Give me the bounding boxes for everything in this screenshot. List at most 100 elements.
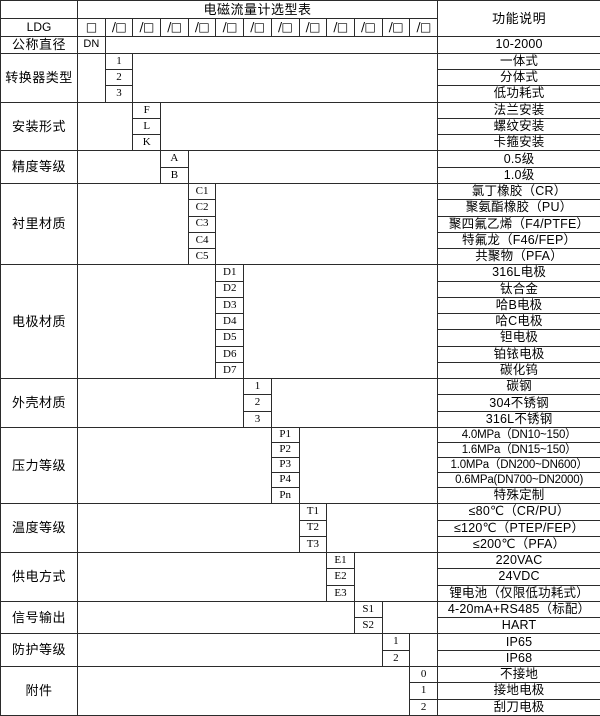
- code-cell-5-4[interactable]: C5: [187, 248, 217, 266]
- code-box-1[interactable]: /□: [104, 18, 134, 37]
- code-cell-3-1[interactable]: L: [132, 117, 162, 136]
- description-cell-11-0: 4-20mA+RS485（标配）: [437, 600, 600, 619]
- code-cell-10-1[interactable]: E2: [326, 568, 355, 586]
- code-cell-9-2[interactable]: T3: [298, 535, 328, 554]
- code-cell-5-3[interactable]: C4: [187, 231, 217, 250]
- code-cell-6-3[interactable]: D4: [215, 313, 245, 331]
- table-row: D3 哈B电极: [1, 296, 600, 315]
- row-group-label-1: 转换器类型: [0, 52, 78, 103]
- code-box-7[interactable]: /□: [270, 18, 300, 37]
- row-group-label-4: 衬里材质: [0, 182, 78, 266]
- description-cell-6-6: 碳化钨: [437, 361, 600, 380]
- code-cell-6-0[interactable]: D1: [215, 264, 245, 282]
- code-cell-13-1[interactable]: 1: [409, 682, 439, 700]
- description-cell-13-1: 接地电极: [437, 682, 600, 700]
- table-row: C5 共聚物（PFA）: [1, 248, 600, 266]
- code-cell-10-2[interactable]: E3: [326, 584, 355, 602]
- code-box-10[interactable]: /□: [353, 18, 383, 37]
- table-row: D5 钽电极: [1, 329, 600, 347]
- code-cell-9-1[interactable]: T2: [298, 519, 328, 537]
- table-row: 转换器类型 1 一体式: [0, 52, 600, 103]
- code-cell-13-0[interactable]: 0: [409, 666, 439, 684]
- code-cell-13-2[interactable]: 2: [409, 698, 439, 716]
- code-cell-9-0[interactable]: T1: [298, 503, 328, 521]
- code-cell-5-1[interactable]: C2: [187, 199, 217, 217]
- right-filler-5: [243, 264, 439, 380]
- table-row: 3 316L不锈钢: [1, 410, 600, 428]
- code-box-4[interactable]: /□: [187, 18, 217, 37]
- code-box-5[interactable]: /□: [215, 18, 245, 37]
- code-cell-8-0[interactable]: P1: [270, 426, 300, 444]
- table-row: 电极材质 D1 316L电极: [0, 264, 600, 380]
- code-cell-3-2[interactable]: K: [132, 134, 162, 152]
- description-cell-9-2: ≤200℃（PFA）: [437, 535, 600, 554]
- code-box-11[interactable]: /□: [381, 18, 411, 37]
- code-cell-5-0[interactable]: C1: [187, 182, 217, 201]
- code-cell-7-2[interactable]: 3: [243, 410, 272, 428]
- code-cell-2-2[interactable]: 3: [104, 85, 134, 103]
- description-cell-3-0: 法兰安装: [437, 101, 600, 119]
- description-cell-5-1: 聚氨酯橡胶（PU）: [437, 199, 600, 217]
- code-cell-2-0[interactable]: 1: [104, 52, 134, 71]
- code-box-8[interactable]: /□: [298, 18, 328, 37]
- right-filler-3: [187, 150, 439, 184]
- code-cell-10-0[interactable]: E1: [326, 552, 355, 570]
- description-cell-6-2: 哈B电极: [437, 296, 600, 315]
- code-cell-6-1[interactable]: D2: [215, 280, 245, 298]
- code-cell-12-0[interactable]: 1: [381, 633, 411, 651]
- table-row: 温度等级 T1 ≤80℃（CR/PU）: [0, 503, 600, 554]
- code-cell-6-2[interactable]: D3: [215, 296, 245, 315]
- description-cell-7-2: 316L不锈钢: [437, 410, 600, 428]
- code-cell-8-3[interactable]: P4: [270, 472, 300, 489]
- code-cell-1-0[interactable]: DN: [77, 36, 106, 54]
- table-row: 安装形式 F 法兰安装: [0, 101, 600, 152]
- code-cell-8-4[interactable]: Pn: [270, 487, 300, 505]
- code-box-2[interactable]: /□: [132, 18, 162, 37]
- code-box-9[interactable]: /□: [326, 18, 355, 37]
- row-group-label-6: 外壳材质: [0, 378, 78, 428]
- description-cell-6-4: 钽电极: [437, 329, 600, 347]
- code-cell-4-0[interactable]: A: [160, 150, 189, 168]
- description-cell-1-0: 10-2000: [437, 36, 600, 54]
- description-cell-6-5: 铂铱电极: [437, 345, 600, 363]
- description-cell-5-3: 特氟龙（F46/FEP）: [437, 231, 600, 250]
- left-filler-6: [76, 378, 245, 428]
- title-row: 电磁流量计选型表 功能说明: [0, 0, 600, 37]
- left-filler-5: [76, 264, 217, 380]
- table-row: 2 刮刀电极: [1, 698, 600, 716]
- code-cell-6-5[interactable]: D6: [215, 345, 245, 363]
- description-cell-6-3: 哈C电极: [437, 313, 600, 331]
- code-box-0[interactable]: □: [77, 18, 106, 37]
- description-cell-5-4: 共聚物（PFA）: [437, 248, 600, 266]
- left-filler-3: [76, 150, 162, 184]
- code-cell-8-1[interactable]: P2: [270, 441, 300, 459]
- code-cell-11-1[interactable]: S2: [353, 617, 383, 635]
- right-filler-2: [160, 101, 439, 152]
- table-row: D2 钛合金: [1, 280, 600, 298]
- code-box-12[interactable]: /□: [409, 18, 439, 37]
- code-cell-6-4[interactable]: D5: [215, 329, 245, 347]
- code-cell-7-0[interactable]: 1: [243, 378, 272, 396]
- table-row: T3 ≤200℃（PFA）: [1, 535, 600, 554]
- code-cell-5-2[interactable]: C3: [187, 215, 217, 233]
- title-left-pad: [0, 0, 78, 19]
- code-box-6[interactable]: /□: [243, 18, 272, 37]
- table-row: P2 1.6MPa（DN15~150）: [1, 441, 600, 459]
- code-cell-7-1[interactable]: 2: [243, 394, 272, 412]
- code-cell-2-1[interactable]: 2: [104, 69, 134, 87]
- left-filler-2: [76, 101, 134, 152]
- table-row: 公称直径 DN 10-2000: [0, 36, 600, 54]
- code-box-3[interactable]: /□: [160, 18, 189, 37]
- table-row: 衬里材质 C1 氯丁橡胶（CR）: [0, 182, 600, 266]
- right-filler-9: [353, 552, 439, 602]
- code-cell-11-0[interactable]: S1: [353, 600, 383, 619]
- right-filler-8: [326, 503, 439, 554]
- code-cell-6-6[interactable]: D7: [215, 361, 245, 380]
- code-cell-4-1[interactable]: B: [160, 166, 189, 184]
- description-cell-8-1: 1.6MPa（DN15~150）: [437, 441, 600, 459]
- code-cell-12-1[interactable]: 2: [381, 649, 411, 668]
- left-filler-11: [77, 633, 383, 668]
- left-filler-8: [77, 503, 300, 554]
- code-cell-8-2[interactable]: P3: [270, 457, 300, 474]
- code-cell-3-0[interactable]: F: [132, 101, 162, 119]
